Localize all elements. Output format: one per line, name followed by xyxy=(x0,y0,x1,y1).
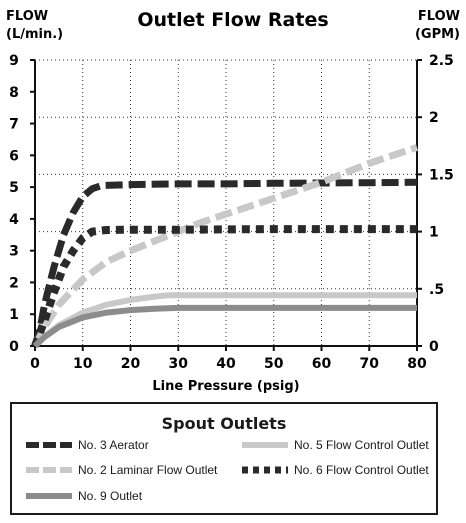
y-tick-label-left: 9 xyxy=(9,53,19,69)
x-tick-label: 50 xyxy=(264,356,284,372)
y-tick-label-left: 6 xyxy=(9,148,19,164)
y-axis-label-left-unit: (L/min.) xyxy=(6,27,63,42)
legend: Spout Outlets No. 3 Aerator No. 5 Flow C… xyxy=(10,402,438,515)
y-axis-label-right-unit: (GPM) xyxy=(415,27,460,42)
legend-swatch xyxy=(242,442,288,448)
x-tick-label: 0 xyxy=(30,356,40,372)
x-tick-label: 40 xyxy=(216,356,236,372)
y-tick-label-left: 1 xyxy=(9,307,19,323)
y-tick-label-right: .5 xyxy=(429,282,444,298)
legend-label: No. 6 Flow Control Outlet xyxy=(294,463,429,477)
x-tick-label: 10 xyxy=(73,356,93,372)
legend-item-no9-outlet: No. 9 Outlet xyxy=(26,489,142,503)
legend-label: No. 3 Aerator xyxy=(78,438,149,452)
chart-title: Outlet Flow Rates xyxy=(137,9,328,31)
legend-title: Spout Outlets xyxy=(161,414,287,433)
legend-item-no5-flow-control: No. 5 Flow Control Outlet xyxy=(242,438,429,452)
y-tick-label-right: 1.5 xyxy=(429,167,454,183)
series-line-3 xyxy=(31,225,417,348)
y-tick-label-left: 5 xyxy=(9,180,19,196)
legend-item-no2-laminar: No. 2 Laminar Flow Outlet xyxy=(26,463,217,477)
x-axis-label: Line Pressure (psig) xyxy=(152,379,299,394)
legend-label: No. 9 Outlet xyxy=(78,489,143,503)
legend-item-no3-aerator: No. 3 Aerator xyxy=(26,438,149,452)
x-tick-label: 70 xyxy=(360,356,380,372)
series-line-2 xyxy=(31,144,419,348)
y-tick-label-right: 0 xyxy=(429,339,439,355)
y-tick-label-right: 2.5 xyxy=(429,53,454,69)
legend-swatch xyxy=(26,442,72,448)
y-tick-label-left: 8 xyxy=(9,85,19,101)
chart: Outlet Flow Rates FLOW (L/min.) FLOW (GPM) Li… xyxy=(6,9,460,394)
series-line-5 xyxy=(32,304,417,349)
y-tick-label-left: 7 xyxy=(9,117,19,133)
legend-swatch xyxy=(242,466,288,474)
y-axis-label-left: FLOW xyxy=(6,9,48,24)
y-tick-label-right: 2 xyxy=(429,110,439,126)
y-tick-label-left: 0 xyxy=(9,339,19,355)
series-line-1 xyxy=(31,178,418,348)
legend-swatch xyxy=(26,467,72,473)
y-tick-label-left: 2 xyxy=(9,275,19,291)
x-tick-label: 80 xyxy=(407,356,427,372)
x-tick-label: 60 xyxy=(312,356,332,372)
y-tick-label-right: 1 xyxy=(429,225,439,241)
legend-label: No. 2 Laminar Flow Outlet xyxy=(78,463,218,477)
legend-swatch xyxy=(26,493,72,499)
y-tick-label-left: 4 xyxy=(9,212,19,228)
legend-item-no6-flow-control: No. 6 Flow Control Outlet xyxy=(242,463,429,477)
x-tick-label: 30 xyxy=(169,356,189,372)
y-axis-label-right: FLOW xyxy=(418,9,460,24)
x-tick-label: 20 xyxy=(121,356,141,372)
y-tick-label-left: 3 xyxy=(9,244,19,260)
legend-label: No. 5 Flow Control Outlet xyxy=(294,438,429,452)
